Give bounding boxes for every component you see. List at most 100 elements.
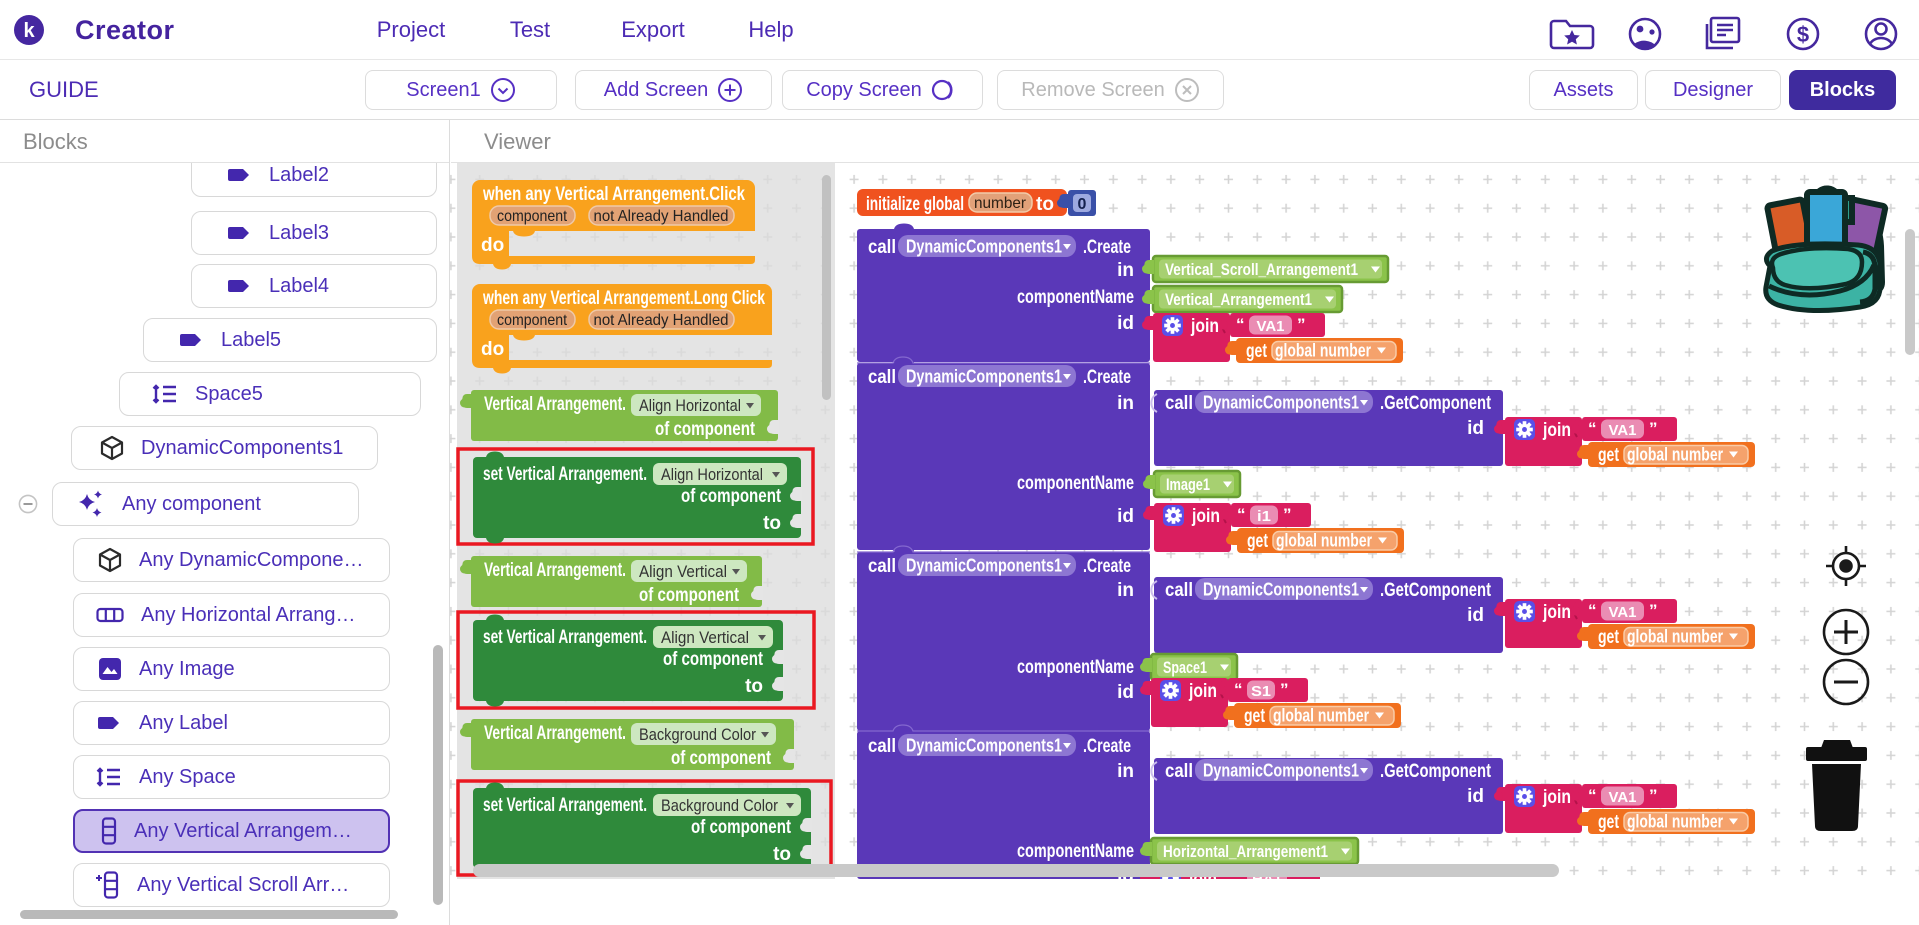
- svg-text:to: to: [773, 844, 791, 865]
- svg-text:.GetComponent: .GetComponent: [1380, 393, 1492, 414]
- svg-text:id: id: [1117, 506, 1134, 527]
- svg-text:get: get: [1598, 627, 1619, 648]
- svg-text:Background Color: Background Color: [661, 796, 778, 815]
- svg-text:.GetComponent: .GetComponent: [1380, 580, 1492, 601]
- svg-text:get: get: [1246, 341, 1267, 362]
- svg-text:to: to: [1036, 194, 1054, 215]
- svg-text:join: join: [1542, 420, 1571, 441]
- svg-text:of component: of component: [681, 486, 782, 507]
- svg-text:id: id: [1117, 313, 1134, 334]
- svg-text:i1: i1: [1257, 508, 1271, 525]
- svg-text:k: k: [23, 20, 35, 42]
- svg-text:call: call: [1165, 393, 1193, 414]
- svg-text:of component: of component: [663, 649, 764, 670]
- svg-text:id: id: [1467, 605, 1484, 626]
- svg-text:VA1: VA1: [1609, 789, 1637, 806]
- svg-text:DynamicComponents1: DynamicComponents1: [1203, 761, 1359, 781]
- svg-text:id: id: [1467, 418, 1484, 439]
- svg-text:“: “: [1588, 786, 1597, 805]
- svg-text:call: call: [1165, 580, 1193, 601]
- svg-text:not Already Handled: not Already Handled: [594, 208, 729, 225]
- svg-text:DynamicComponents1: DynamicComponents1: [1203, 393, 1359, 413]
- svg-text:set Vertical Arrangement.: set Vertical Arrangement.: [483, 795, 647, 816]
- svg-text:of component: of component: [691, 817, 792, 838]
- svg-text:to: to: [745, 676, 763, 697]
- svg-text:.Create: .Create: [1083, 367, 1131, 388]
- svg-text:initialize global: initialize global: [866, 194, 964, 215]
- svg-text:join: join: [1191, 506, 1220, 527]
- svg-text:Vertical_Scroll_Arrangement1: Vertical_Scroll_Arrangement1: [1165, 260, 1358, 279]
- svg-text:in: in: [1117, 393, 1134, 414]
- svg-text:when any Vertical Arrangement.: when any Vertical Arrangement.Click: [482, 184, 745, 205]
- svg-text:“: “: [1236, 315, 1245, 334]
- svg-text:Horizontal_Arrangement1: Horizontal_Arrangement1: [1163, 842, 1328, 861]
- svg-text:Space1: Space1: [1163, 658, 1207, 677]
- svg-text:DynamicComponents1: DynamicComponents1: [906, 237, 1062, 257]
- svg-text:call: call: [868, 237, 896, 258]
- svg-text:set Vertical Arrangement.: set Vertical Arrangement.: [483, 627, 647, 648]
- svg-text:Align Vertical: Align Vertical: [639, 562, 727, 581]
- svg-text:get: get: [1244, 706, 1265, 727]
- svg-text:”: ”: [1283, 505, 1292, 524]
- svg-text:id: id: [1117, 682, 1134, 703]
- svg-text:Vertical Arrangement.: Vertical Arrangement.: [484, 394, 626, 415]
- svg-text:DynamicComponents1: DynamicComponents1: [1203, 580, 1359, 600]
- svg-text:in: in: [1117, 761, 1134, 782]
- svg-text:join: join: [1542, 602, 1571, 623]
- svg-text:do: do: [481, 339, 504, 360]
- svg-text:global number: global number: [1275, 341, 1371, 361]
- svg-text:DynamicComponents1: DynamicComponents1: [906, 367, 1062, 387]
- svg-text:global number: global number: [1627, 812, 1723, 832]
- svg-text:“: “: [1237, 505, 1246, 524]
- svg-text:join: join: [1188, 681, 1217, 702]
- svg-text:”: ”: [1292, 868, 1301, 887]
- svg-text:”: ”: [1649, 419, 1658, 438]
- svg-text:get: get: [1598, 812, 1619, 833]
- svg-text:Align Horizontal: Align Horizontal: [639, 396, 741, 415]
- svg-text:get: get: [1598, 445, 1619, 466]
- svg-text:componentName: componentName: [1017, 657, 1134, 678]
- svg-text:.GetComponent: .GetComponent: [1380, 761, 1492, 782]
- svg-text:global number: global number: [1273, 706, 1369, 726]
- svg-text:to: to: [763, 513, 781, 534]
- svg-text:join: join: [1542, 787, 1571, 808]
- svg-text:“: “: [1588, 419, 1597, 438]
- svg-text:of component: of component: [671, 748, 772, 769]
- svg-text:componentName: componentName: [1017, 287, 1134, 308]
- svg-text:componentName: componentName: [1017, 473, 1134, 494]
- svg-text:Vertical Arrangement.: Vertical Arrangement.: [484, 723, 626, 744]
- svg-text:Align Vertical: Align Vertical: [661, 628, 749, 647]
- svg-text:.Create: .Create: [1083, 556, 1131, 577]
- svg-text:of component: of component: [655, 419, 756, 440]
- svg-text:.Create: .Create: [1083, 237, 1131, 258]
- svg-text:“: “: [1234, 868, 1243, 887]
- svg-text:”: ”: [1280, 680, 1289, 699]
- svg-text:Image1: Image1: [1166, 475, 1210, 494]
- svg-text:”: ”: [1649, 786, 1658, 805]
- svg-text:component: component: [497, 208, 567, 225]
- svg-text:in: in: [1117, 580, 1134, 601]
- svg-text:call: call: [868, 367, 896, 388]
- svg-text:get: get: [1247, 531, 1268, 552]
- svg-text:number: number: [974, 195, 1027, 212]
- svg-text:in: in: [1117, 260, 1134, 281]
- svg-text:global number: global number: [1627, 445, 1723, 465]
- svg-text:0: 0: [1078, 196, 1087, 213]
- svg-text:Background Color: Background Color: [639, 725, 756, 744]
- svg-text:$: $: [1797, 22, 1809, 47]
- svg-text:Vertical Arrangement.: Vertical Arrangement.: [484, 560, 626, 581]
- svg-text:when any Vertical Arrangement.: when any Vertical Arrangement.Long Click: [482, 288, 765, 309]
- svg-text:not Already Handled: not Already Handled: [594, 312, 729, 329]
- svg-text:call: call: [868, 736, 896, 757]
- svg-text:global number: global number: [1627, 627, 1723, 647]
- svg-text:call: call: [1165, 761, 1193, 782]
- svg-text:DynamicComponents1: DynamicComponents1: [906, 556, 1062, 576]
- svg-text:VA1: VA1: [1257, 318, 1285, 335]
- svg-text:call: call: [868, 556, 896, 577]
- svg-text:.Create: .Create: [1083, 736, 1131, 757]
- svg-text:“: “: [1234, 680, 1243, 699]
- svg-text:global number: global number: [1276, 531, 1372, 551]
- svg-text:componentName: componentName: [1017, 841, 1134, 862]
- svg-text:Align Horizontal: Align Horizontal: [661, 465, 763, 484]
- svg-text:join: join: [1190, 316, 1219, 337]
